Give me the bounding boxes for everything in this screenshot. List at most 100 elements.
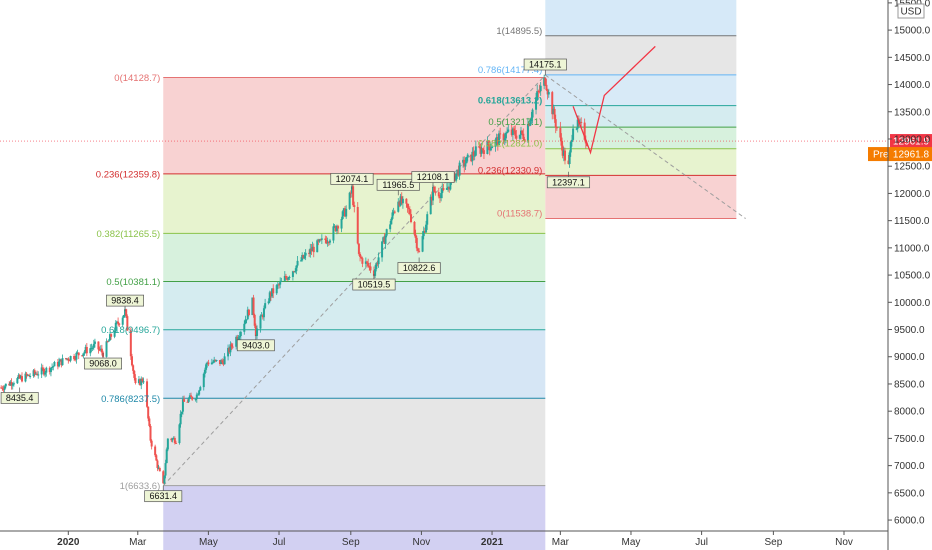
candle-body xyxy=(499,133,502,135)
candle-body xyxy=(154,446,157,456)
candle-body xyxy=(252,297,255,315)
candle-body xyxy=(357,243,360,254)
candle-body xyxy=(76,352,79,354)
candle-body xyxy=(165,449,168,464)
candle-body xyxy=(544,77,547,85)
candle-body xyxy=(513,128,516,131)
candle-body xyxy=(319,239,322,241)
candle-body xyxy=(536,91,539,98)
price-tick-label: 6500.0 xyxy=(894,488,925,499)
candle-body xyxy=(214,359,217,361)
price-tick-label: 13000.0 xyxy=(894,134,931,145)
candle-body xyxy=(489,148,492,151)
candle-body xyxy=(179,413,182,425)
candle-body xyxy=(245,319,248,321)
time-tick-label: May xyxy=(199,537,218,548)
premarket-prefix: Pre xyxy=(873,150,889,161)
candle-body xyxy=(555,127,558,129)
price-tick-label: 10000.0 xyxy=(894,298,931,309)
fib-zone xyxy=(163,485,546,550)
candle-body xyxy=(308,252,311,254)
candle-body xyxy=(286,277,289,280)
candle-body xyxy=(368,265,371,267)
candle-body xyxy=(118,323,121,325)
candle-body xyxy=(480,148,483,154)
fib-zone xyxy=(163,398,546,486)
candle-body xyxy=(122,315,125,318)
candle-body xyxy=(421,236,424,252)
candle-body xyxy=(526,124,529,142)
candle-body xyxy=(49,367,52,373)
candle-body xyxy=(33,370,36,374)
candle-body xyxy=(172,438,175,440)
candle-body xyxy=(114,322,117,331)
candle-body xyxy=(366,261,369,263)
candle-body xyxy=(570,139,573,142)
candle-body xyxy=(162,471,165,484)
time-tick-label: Nov xyxy=(835,537,853,548)
candle-body xyxy=(310,248,313,252)
candle-body xyxy=(543,77,546,86)
candle-body xyxy=(238,336,241,338)
candle-body xyxy=(429,196,432,215)
candle-body xyxy=(327,241,330,243)
candle-body xyxy=(164,463,167,476)
callout-box xyxy=(397,262,441,274)
candle-body xyxy=(4,383,7,387)
fib-level-label: 0.5(10381.1) xyxy=(106,277,160,288)
candle-body xyxy=(99,348,102,350)
candle-body xyxy=(157,467,160,469)
candle-body xyxy=(312,246,315,253)
candle-body xyxy=(61,358,64,366)
candle-body xyxy=(25,373,28,376)
time-axis[interactable]: 2020 Mar May Jul Sep Nov 2021 Mar May Jul Sep Nov xyxy=(0,530,888,548)
candle-body xyxy=(251,297,254,316)
candle-body xyxy=(237,337,240,340)
candle-body xyxy=(560,137,563,146)
candle-body xyxy=(155,455,158,461)
candle-body xyxy=(301,255,304,261)
candle-body xyxy=(247,309,250,316)
fib-level-label: 0.382(11265.5) xyxy=(96,229,160,240)
fib-zone xyxy=(163,233,546,282)
candle-body xyxy=(268,292,271,302)
candle-body xyxy=(228,347,231,353)
candle-body xyxy=(562,150,565,156)
candle-body xyxy=(504,132,507,139)
candle-body xyxy=(328,240,331,243)
candle-body xyxy=(397,201,400,212)
candle-body xyxy=(559,127,562,138)
candle-body xyxy=(36,373,39,376)
price-axis[interactable]: 15500.015000.014500.014000.013500.013000… xyxy=(887,0,931,550)
candle-body xyxy=(187,398,190,402)
fib-ext-label: 1(14895.5) xyxy=(496,26,542,37)
time-tick-label: Mar xyxy=(129,537,147,548)
callout-label: 8435.4 xyxy=(6,393,34,403)
price-tick-label: 6000.0 xyxy=(894,516,925,527)
candle-body xyxy=(470,154,473,162)
price-tick-label: 9500.0 xyxy=(894,325,925,336)
candle-body xyxy=(438,196,441,199)
candle-body xyxy=(9,382,12,386)
candle-body xyxy=(392,211,395,213)
price-tick-label: 14000.0 xyxy=(894,80,931,91)
candle-body xyxy=(523,139,526,142)
price-tick-label: 8000.0 xyxy=(894,407,925,418)
candle-body xyxy=(361,258,364,264)
candle-body xyxy=(474,146,477,156)
callout-label: 10822.6 xyxy=(403,263,436,273)
candle-body xyxy=(547,92,550,95)
price-tick-label: 15000.0 xyxy=(894,26,931,37)
time-tick-label: Jul xyxy=(273,537,286,548)
callout-box xyxy=(84,357,122,370)
candle-body xyxy=(437,192,440,197)
candle-body xyxy=(129,330,132,357)
candle-body xyxy=(283,276,286,281)
time-tick-label: Sep xyxy=(764,537,782,548)
candle-body xyxy=(453,175,456,181)
candle-body xyxy=(26,374,29,376)
candle-body xyxy=(426,214,429,225)
candle-body xyxy=(545,84,548,91)
fib-ext-label: 0.236(12330.9) xyxy=(478,165,542,176)
